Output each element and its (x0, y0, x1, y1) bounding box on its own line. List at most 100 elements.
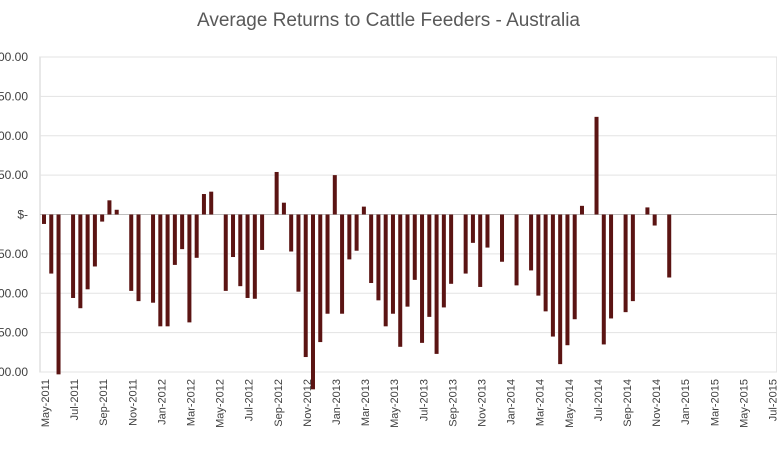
bar (630, 214, 635, 302)
bar (187, 214, 192, 323)
bar (470, 214, 475, 243)
x-tick-label: Jan-2012 (156, 379, 168, 425)
bar (361, 206, 366, 215)
bar (158, 214, 163, 327)
bar (369, 214, 374, 284)
bar (289, 214, 294, 252)
bar (500, 214, 505, 262)
x-tick-label: May-2015 (738, 379, 750, 428)
x-axis-ticks: May-2011 Jul-2011 Sep-2011 Nov-2011 Jan-2012… (40, 379, 777, 428)
bar (231, 214, 236, 258)
y-axis-ticks: 200.00 150.00 100.00 50.00 $- -50.00 -100.00 -1… (0, 50, 28, 379)
x-tick-label: Sep-2013 (447, 379, 459, 427)
x-tick-label: Jan-2014 (506, 379, 518, 425)
x-tick-label: Jul-2013 (418, 379, 430, 421)
bar (609, 214, 614, 319)
bar (347, 214, 352, 260)
bar (340, 214, 345, 314)
bar (296, 214, 301, 292)
bar (92, 214, 97, 267)
bar (529, 214, 534, 271)
bar (310, 214, 315, 390)
bar (543, 214, 548, 312)
bar (85, 214, 90, 290)
bar (318, 214, 323, 343)
bar (550, 214, 555, 337)
bar (441, 214, 446, 308)
bar (114, 209, 119, 215)
bar (252, 214, 257, 299)
bar (136, 214, 141, 302)
x-tick-label: Jul-2015 (768, 379, 777, 421)
bar (623, 214, 628, 313)
bar (172, 214, 177, 265)
y-tick-label: -150.00 (0, 326, 28, 340)
y-tick-label: -100.00 (0, 286, 28, 300)
bar (412, 214, 417, 280)
x-tick-label: Mar-2015 (709, 379, 721, 426)
bar (514, 214, 519, 286)
bar (601, 214, 606, 345)
bar (565, 214, 570, 346)
bar (572, 214, 577, 320)
bar (71, 214, 76, 298)
x-tick-label: Jul-2014 (593, 379, 605, 421)
bar (645, 207, 650, 215)
bar (434, 214, 439, 354)
bar (558, 214, 563, 365)
y-tick-label: 150.00 (0, 89, 28, 103)
bar (49, 214, 54, 274)
x-tick-label: Mar-2013 (360, 379, 372, 426)
bar (201, 194, 206, 215)
bar (180, 214, 185, 250)
bar (478, 214, 483, 287)
bar (238, 214, 243, 287)
bar (354, 214, 359, 251)
bar (449, 214, 454, 284)
bar (463, 214, 468, 274)
x-tick-label: May-2013 (389, 379, 401, 428)
x-tick-label: Sep-2012 (273, 379, 285, 427)
bar (165, 214, 170, 327)
bar (194, 214, 199, 258)
x-tick-label: Nov-2012 (302, 379, 314, 427)
bar (485, 214, 490, 248)
x-tick-label: Jan-2013 (331, 379, 343, 425)
bar (594, 116, 599, 215)
bar (536, 214, 541, 296)
bar (281, 202, 286, 215)
bar (151, 214, 156, 303)
x-tick-label: Sep-2014 (622, 379, 634, 427)
bar (274, 171, 279, 215)
x-tick-label: Mar-2014 (535, 379, 547, 426)
x-tick-label: Nov-2013 (477, 379, 489, 427)
x-tick-label: Nov-2011 (127, 379, 139, 426)
x-tick-label: Nov-2014 (651, 379, 663, 427)
y-tick-label: -50.00 (0, 247, 28, 261)
bar (303, 214, 308, 358)
bar (325, 214, 330, 314)
bar (245, 214, 250, 298)
gridlines (40, 56, 777, 373)
bar (107, 200, 112, 215)
bar (398, 214, 403, 347)
bar (100, 214, 105, 222)
chart-title: Average Returns to Cattle Feeders - Aust… (196, 10, 580, 31)
bar (579, 205, 584, 215)
bar (223, 214, 228, 291)
x-tick-label: Jul-2011 (69, 379, 81, 420)
x-tick-label: Mar-2012 (186, 379, 198, 426)
bar (667, 214, 672, 278)
x-tick-label: Sep-2011 (98, 379, 110, 426)
y-tick-label: 50.00 (0, 168, 28, 182)
bar (420, 214, 425, 343)
bar (129, 214, 134, 291)
bar (332, 175, 337, 215)
bar (405, 214, 410, 307)
x-tick-label: Jan-2015 (680, 379, 692, 425)
bar (652, 214, 657, 226)
bar-series (42, 116, 672, 390)
bar (376, 214, 381, 301)
x-tick-label: Jul-2012 (244, 379, 256, 421)
y-tick-label: -200.00 (0, 365, 28, 379)
